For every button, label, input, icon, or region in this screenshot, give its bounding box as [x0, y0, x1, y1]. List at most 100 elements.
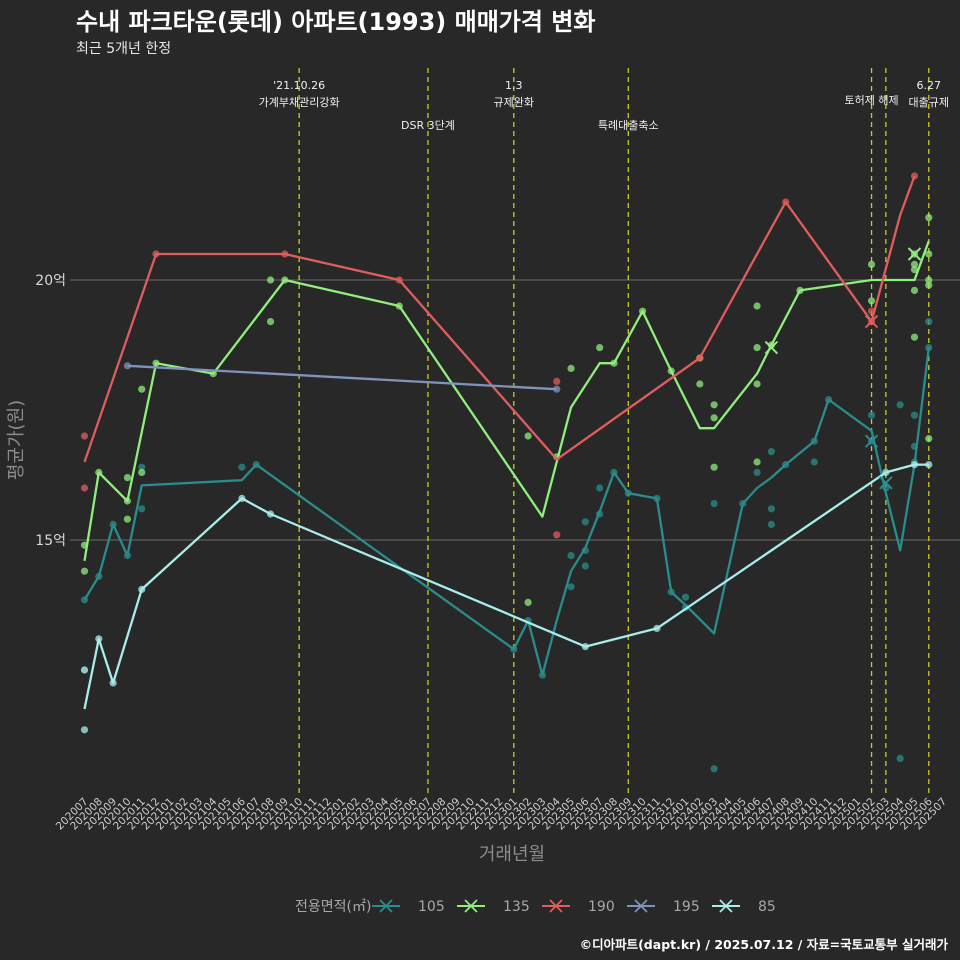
event-annotation: 대출규제	[909, 96, 949, 109]
data-point-135	[710, 463, 718, 471]
data-point-105	[138, 463, 146, 471]
data-point-105	[567, 583, 575, 591]
gridlines	[70, 279, 960, 541]
data-point-135	[138, 385, 146, 393]
data-point-135	[610, 359, 618, 367]
data-point-195	[123, 362, 132, 370]
data-point-105	[624, 489, 632, 497]
data-point-190	[782, 198, 790, 206]
data-point-135	[867, 260, 876, 268]
event-annotation: 가계부채관리강화	[259, 96, 340, 109]
data-point-135	[80, 567, 89, 575]
event-annotation: 규제완화	[494, 96, 534, 109]
data-point-105	[138, 505, 146, 513]
data-point-105	[867, 411, 876, 419]
data-point-85	[882, 468, 890, 476]
data-point-85	[266, 510, 275, 518]
x-marker-105	[864, 434, 879, 448]
data-point-135	[925, 250, 933, 258]
x-axis: 2020072020082020092020102020112020122021…	[54, 795, 949, 865]
data-point-105	[710, 765, 718, 773]
data-point-105	[896, 754, 904, 763]
data-point-105	[567, 552, 575, 560]
data-point-135	[925, 214, 933, 222]
x-marker-135	[907, 247, 922, 261]
data-point-190	[696, 354, 704, 362]
source-caption: ©디아파트(dapt.kr) / 2025.07.12 / 자료=국토교통부 실…	[579, 937, 948, 952]
data-point-135	[925, 276, 933, 284]
data-point-105	[596, 484, 604, 492]
data-point-135	[395, 302, 403, 310]
legend: 전용면적(㎡) 105 135 190 195 85	[295, 899, 776, 915]
event-annotation: DSR 3단계	[401, 119, 455, 132]
data-point-105	[896, 401, 904, 409]
data-point-135	[867, 297, 876, 305]
series-line-195	[127, 364, 557, 391]
data-point-105	[581, 518, 589, 526]
data-point-135	[209, 370, 217, 378]
data-point-190	[553, 377, 561, 385]
data-point-135	[753, 302, 761, 310]
data-point-105	[782, 461, 790, 469]
data-point-135	[910, 286, 919, 294]
data-point-135	[910, 266, 919, 274]
chart-subtitle: 최근 5개년 한정	[76, 41, 172, 57]
data-point-190	[553, 531, 561, 539]
legend-key-x-105	[379, 899, 393, 913]
data-point-105	[825, 396, 833, 404]
data-point-135	[123, 497, 132, 505]
data-point-105	[882, 484, 890, 492]
series-line-190	[83, 175, 916, 463]
x-marker-190	[864, 314, 879, 329]
data-point-105	[681, 593, 690, 601]
data-point-85	[653, 624, 661, 633]
data-point-105	[810, 437, 818, 445]
data-point-135	[524, 598, 532, 607]
x-marker-135	[764, 340, 779, 355]
data-point-190	[152, 250, 160, 258]
data-point-85	[109, 679, 117, 687]
data-point-135	[796, 286, 804, 294]
data-point-105	[910, 411, 919, 419]
data-point-195	[553, 385, 561, 393]
data-point-85	[581, 643, 589, 651]
data-point-190	[395, 276, 403, 284]
data-point-135	[753, 458, 761, 466]
data-point-135	[123, 474, 132, 482]
data-point-105	[925, 344, 933, 352]
data-point-135	[95, 468, 103, 476]
data-point-105	[123, 552, 132, 560]
data-point-105	[252, 461, 260, 469]
data-point-105	[767, 505, 775, 513]
legend-title: 전용면적(㎡)	[295, 899, 371, 915]
data-point-135	[910, 260, 919, 268]
data-point-135	[152, 359, 160, 367]
data-point-105	[910, 442, 919, 450]
data-point-135	[138, 468, 146, 476]
data-point-85	[910, 461, 919, 469]
data-point-105	[767, 448, 775, 456]
data-point-105	[710, 500, 718, 508]
event-annotation: 특례대출축소	[598, 119, 659, 132]
legend-key-x-190	[549, 899, 563, 913]
plot-area	[80, 172, 933, 773]
series-line-85	[83, 463, 929, 710]
data-point-135	[266, 276, 275, 284]
data-point-135	[638, 307, 647, 315]
data-point-135	[266, 318, 275, 326]
event-annotation: 1.3	[505, 79, 523, 92]
data-point-135	[710, 414, 718, 422]
data-point-105	[581, 562, 589, 570]
data-point-105	[538, 671, 547, 679]
data-point-190	[910, 172, 919, 180]
data-point-85	[80, 666, 89, 674]
data-point-135	[281, 276, 289, 284]
x-marker-105	[879, 476, 893, 490]
data-point-105	[739, 500, 747, 508]
data-point-190	[867, 307, 876, 315]
data-point-85	[238, 494, 246, 502]
event-annotation: 토허제 해제	[844, 93, 898, 107]
data-point-85	[138, 585, 146, 594]
